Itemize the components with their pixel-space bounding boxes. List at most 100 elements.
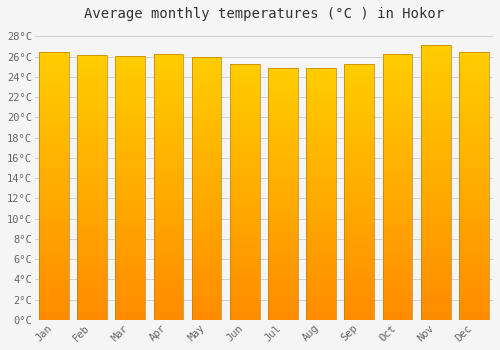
Title: Average monthly temperatures (°C ) in Hokor: Average monthly temperatures (°C ) in Ho… <box>84 7 444 21</box>
Bar <box>154 67 184 73</box>
Bar <box>421 189 450 196</box>
Bar <box>154 87 184 93</box>
Bar <box>154 273 184 280</box>
Bar <box>230 224 260 230</box>
Bar <box>116 228 145 234</box>
Bar <box>192 287 222 294</box>
Bar <box>154 107 184 113</box>
Bar <box>116 287 145 294</box>
Bar <box>344 77 374 83</box>
Bar <box>192 261 222 267</box>
Bar <box>382 93 412 100</box>
Bar <box>77 194 107 201</box>
Bar <box>192 175 222 182</box>
Bar <box>116 148 145 155</box>
Bar <box>421 299 450 306</box>
Bar <box>459 112 489 119</box>
Bar <box>230 166 260 173</box>
Bar <box>459 313 489 320</box>
Bar <box>306 314 336 320</box>
Bar <box>230 307 260 314</box>
Bar <box>154 133 184 140</box>
Bar <box>116 76 145 82</box>
Bar <box>77 141 107 147</box>
Bar <box>421 141 450 148</box>
Bar <box>116 168 145 175</box>
Bar <box>230 102 260 108</box>
Bar <box>192 234 222 241</box>
Bar <box>382 174 412 180</box>
Bar <box>230 115 260 121</box>
Bar <box>459 260 489 266</box>
Bar <box>268 301 298 307</box>
Bar <box>230 179 260 186</box>
Bar <box>421 244 450 251</box>
Bar <box>344 64 374 70</box>
Bar <box>459 119 489 125</box>
Bar <box>344 256 374 262</box>
Bar <box>77 207 107 214</box>
Bar <box>306 80 336 87</box>
Bar <box>421 113 450 120</box>
Bar <box>382 133 412 140</box>
Bar <box>421 217 450 224</box>
Bar <box>77 234 107 240</box>
Bar <box>77 227 107 234</box>
Bar <box>459 273 489 280</box>
Bar <box>230 198 260 205</box>
Bar <box>192 90 222 96</box>
Bar <box>77 94 107 101</box>
Bar <box>116 313 145 320</box>
Bar <box>344 211 374 217</box>
Bar <box>344 192 374 198</box>
Bar <box>344 314 374 320</box>
Bar <box>154 194 184 200</box>
Bar <box>268 106 298 112</box>
Bar <box>77 313 107 320</box>
Bar <box>421 127 450 134</box>
Bar <box>230 294 260 301</box>
Bar <box>39 266 68 273</box>
Bar <box>382 154 412 160</box>
Bar <box>344 102 374 108</box>
Bar <box>192 57 222 63</box>
Bar <box>116 108 145 115</box>
Bar <box>268 150 298 156</box>
Bar <box>344 166 374 173</box>
Bar <box>268 200 298 206</box>
Bar <box>344 141 374 147</box>
Bar <box>77 88 107 94</box>
Bar <box>306 68 336 320</box>
Bar <box>230 205 260 211</box>
Bar <box>39 112 68 119</box>
Bar <box>192 76 222 83</box>
Bar <box>39 72 68 78</box>
Bar <box>192 70 222 76</box>
Bar <box>344 224 374 230</box>
Bar <box>459 199 489 206</box>
Bar <box>382 127 412 133</box>
Bar <box>421 292 450 299</box>
Bar <box>421 279 450 286</box>
Bar <box>154 280 184 287</box>
Bar <box>230 128 260 134</box>
Bar <box>421 224 450 230</box>
Bar <box>230 89 260 96</box>
Bar <box>459 293 489 300</box>
Bar <box>421 148 450 155</box>
Bar <box>77 75 107 81</box>
Bar <box>77 293 107 300</box>
Bar <box>116 247 145 254</box>
Bar <box>382 227 412 233</box>
Bar <box>306 263 336 270</box>
Bar <box>116 260 145 267</box>
Bar <box>421 168 450 175</box>
Bar <box>268 225 298 232</box>
Bar <box>154 200 184 207</box>
Bar <box>39 219 68 226</box>
Bar <box>39 293 68 300</box>
Bar <box>306 225 336 232</box>
Bar <box>192 208 222 215</box>
Bar <box>39 239 68 246</box>
Bar <box>154 100 184 107</box>
